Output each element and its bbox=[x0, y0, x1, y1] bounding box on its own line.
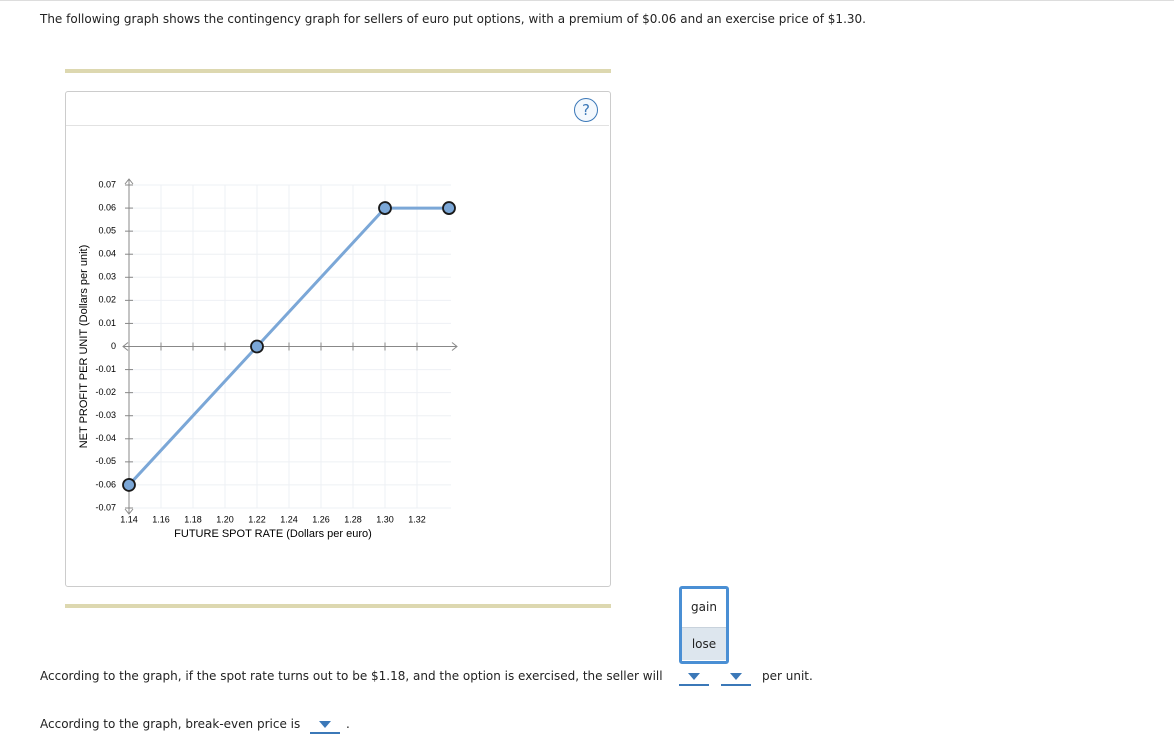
y-tick-label: -0.04 bbox=[95, 433, 116, 443]
question-text: According to the graph, break-even price… bbox=[40, 717, 301, 731]
x-tick-label: 1.20 bbox=[216, 514, 234, 524]
dropdown[interactable] bbox=[679, 670, 709, 686]
y-tick-label: 0.07 bbox=[98, 179, 116, 189]
question-text: According to the graph, if the spot rate… bbox=[40, 669, 663, 683]
y-tick-label: -0.06 bbox=[95, 479, 116, 489]
data-point bbox=[378, 201, 392, 215]
intro-text: The following graph shows the contingenc… bbox=[40, 12, 866, 26]
dropdown-menu: gain lose bbox=[679, 586, 729, 664]
axis-arrow bbox=[122, 342, 129, 351]
y-tick-label: -0.05 bbox=[95, 456, 116, 466]
y-tick-label: 0.06 bbox=[98, 202, 116, 212]
x-tick-label: 1.32 bbox=[408, 514, 426, 524]
graph-panel bbox=[65, 91, 611, 587]
x-tick-label: 1.14 bbox=[120, 514, 138, 524]
x-tick-label: 1.18 bbox=[184, 514, 202, 524]
y-tick-label: -0.01 bbox=[95, 364, 116, 374]
series-line bbox=[127, 206, 449, 486]
x-tick-label: 1.30 bbox=[376, 514, 394, 524]
x-tick-label: 1.22 bbox=[248, 514, 266, 524]
data-point bbox=[122, 478, 136, 492]
y-tick-label: -0.02 bbox=[95, 387, 116, 397]
data-point bbox=[250, 339, 264, 354]
x-tick-label: 1.24 bbox=[280, 514, 298, 524]
y-axis-label: NET PROFIT PER UNIT (Dollars per unit) bbox=[78, 245, 90, 449]
y-tick-label: 0.04 bbox=[98, 249, 116, 259]
x-tick-label: 1.28 bbox=[344, 514, 362, 524]
help-button[interactable]: ? bbox=[574, 98, 598, 122]
y-tick-label: 0.01 bbox=[98, 318, 116, 328]
y-tick-label: 0.03 bbox=[98, 272, 116, 282]
x-axis-label: FUTURE SPOT RATE (Dollars per euro) bbox=[174, 528, 372, 540]
data-point bbox=[442, 201, 456, 215]
y-tick-label: -0.03 bbox=[95, 410, 116, 420]
question-suffix: per unit. bbox=[762, 669, 813, 683]
x-tick-label: 1.16 bbox=[152, 514, 170, 524]
top-border bbox=[0, 0, 1174, 1]
y-tick-label: -0.07 bbox=[95, 502, 116, 512]
dropdown[interactable] bbox=[310, 718, 340, 734]
y-tick-label: 0.05 bbox=[98, 226, 116, 236]
x-tick-label: 1.26 bbox=[312, 514, 330, 524]
axis-arrow bbox=[124, 178, 134, 185]
divider bbox=[65, 604, 611, 608]
dropdown-option[interactable]: gain bbox=[691, 600, 717, 614]
y-tick-label: 0.02 bbox=[98, 295, 116, 305]
dropdown[interactable] bbox=[721, 670, 751, 686]
question-suffix: . bbox=[346, 717, 350, 731]
axis-arrow bbox=[124, 508, 134, 515]
divider bbox=[65, 69, 611, 73]
axis-arrow bbox=[451, 342, 458, 351]
dropdown-option[interactable]: lose bbox=[682, 627, 726, 660]
panel-header-line bbox=[66, 125, 609, 126]
y-tick-label: 0 bbox=[111, 341, 116, 351]
